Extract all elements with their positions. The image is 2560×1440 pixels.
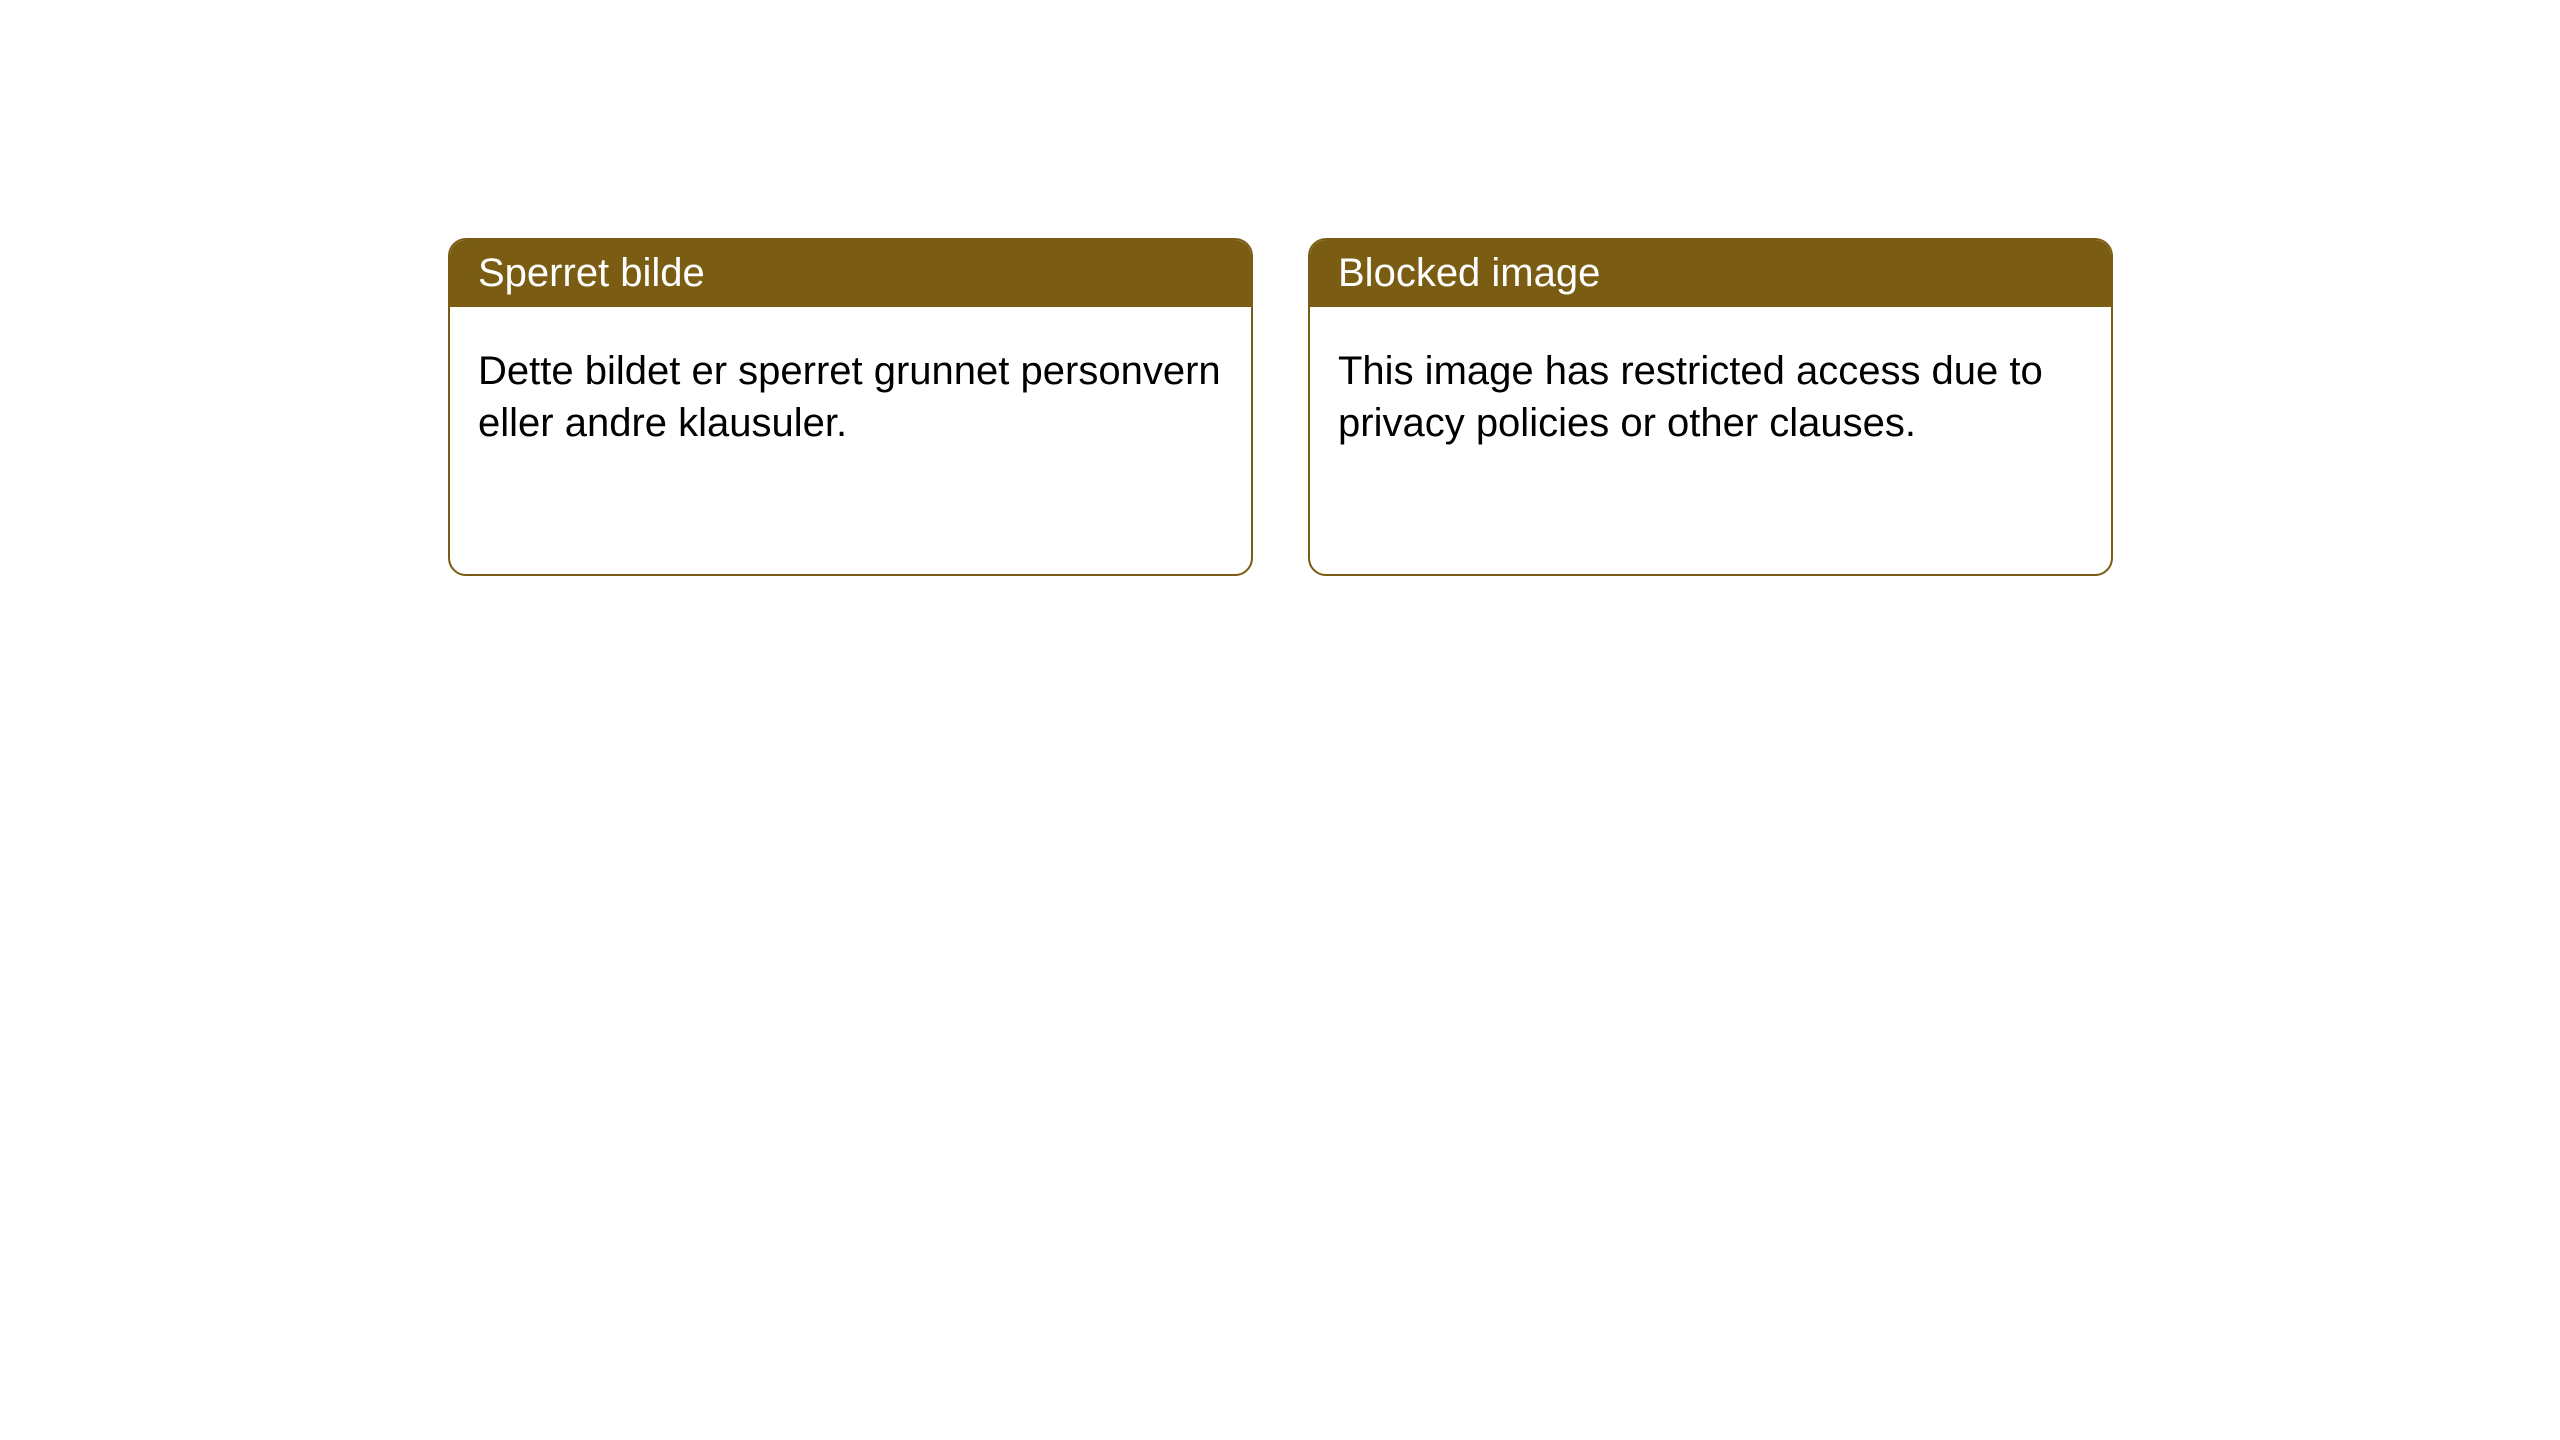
notice-card-english: Blocked image This image has restricted … [1308, 238, 2113, 576]
card-header: Sperret bilde [450, 240, 1251, 307]
card-body-text: Dette bildet er sperret grunnet personve… [478, 349, 1221, 445]
card-header: Blocked image [1310, 240, 2111, 307]
notice-container: Sperret bilde Dette bildet er sperret gr… [0, 0, 2560, 576]
card-title: Blocked image [1338, 251, 1600, 295]
card-body: This image has restricted access due to … [1310, 307, 2111, 487]
card-body-text: This image has restricted access due to … [1338, 349, 2043, 445]
notice-card-norwegian: Sperret bilde Dette bildet er sperret gr… [448, 238, 1253, 576]
card-title: Sperret bilde [478, 251, 705, 295]
card-body: Dette bildet er sperret grunnet personve… [450, 307, 1251, 487]
